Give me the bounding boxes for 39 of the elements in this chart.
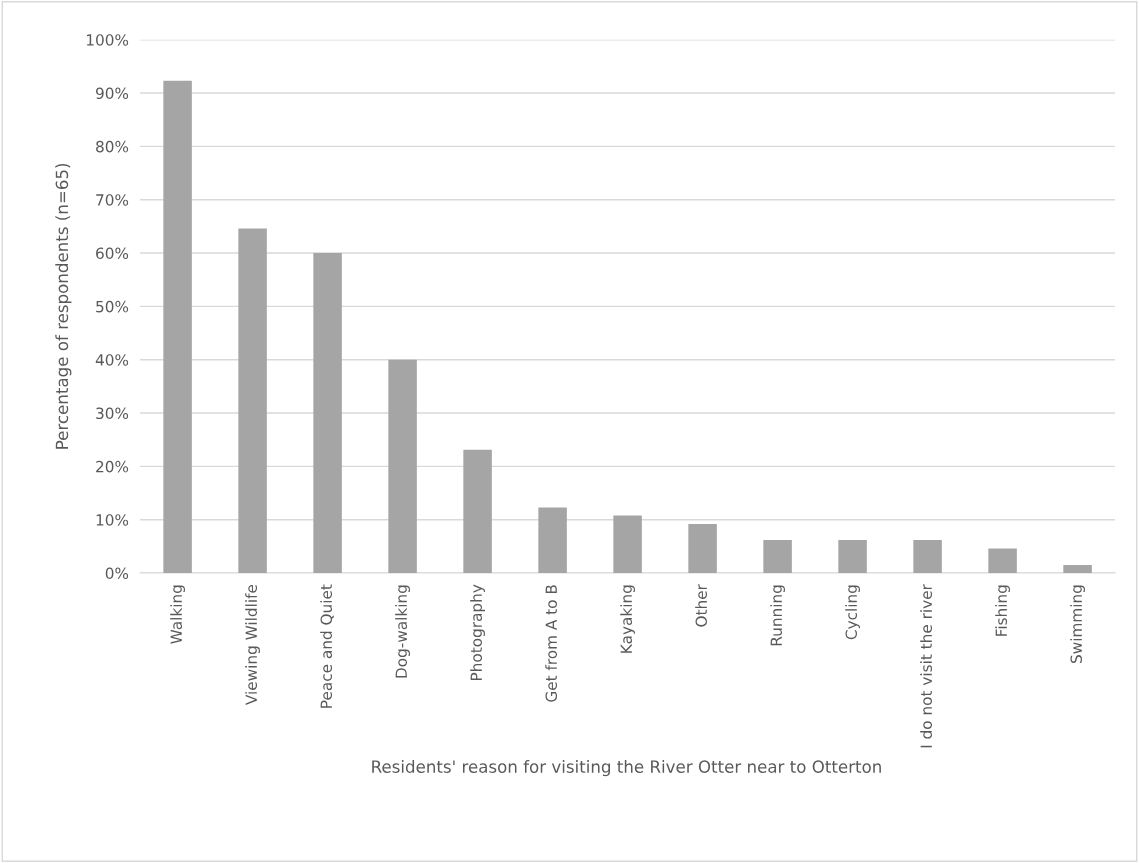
x-tick-label: Cycling <box>845 585 860 640</box>
bar <box>163 80 192 574</box>
y-tick-label: 30% <box>96 407 129 420</box>
y-tick-label: 80% <box>96 140 129 153</box>
x-tick-label: Get from A to B <box>545 585 558 702</box>
y-tick-label: 50% <box>96 300 129 313</box>
y-tick-label: 10% <box>96 514 129 526</box>
bar <box>238 228 267 574</box>
x-tick-label: Walking <box>170 585 185 644</box>
bar <box>313 253 342 574</box>
x-tick-label: Swimming <box>1070 585 1085 663</box>
x-tick-label: Photography <box>470 584 485 680</box>
x-tick-label: Dog-walking <box>395 585 410 678</box>
x-axis-title: Residents' reason for visiting the River Otter near to Otterton <box>372 760 881 777</box>
y-tick-label: 40% <box>95 354 129 366</box>
bar <box>988 548 1017 574</box>
x-tick-label: I do not visit the river <box>920 584 933 748</box>
x-tick-label: Running <box>770 585 785 646</box>
x-tick-label: Viewing Wildlife <box>245 584 260 705</box>
y-axis-title: Percentage of respondents (n=65) <box>55 163 72 449</box>
bar <box>688 523 717 574</box>
x-tick-label: Peace and Quiet <box>320 584 334 708</box>
bar <box>388 359 417 574</box>
x-tick-label: Other <box>695 584 708 627</box>
bar <box>613 515 642 574</box>
bar <box>538 507 567 574</box>
bar <box>463 449 492 574</box>
y-tick-label: 0% <box>105 567 129 580</box>
x-tick-label: Kayaking <box>620 585 635 653</box>
y-tick-label: 70% <box>96 194 129 206</box>
bar <box>1063 565 1092 574</box>
y-tick-label: 20% <box>96 460 129 473</box>
y-tick-label: 60% <box>96 247 129 260</box>
bar <box>763 539 792 574</box>
x-tick-label: Fishing <box>995 585 1010 636</box>
y-tick-label: 100% <box>86 34 129 46</box>
y-tick-label: 90% <box>95 87 129 100</box>
bar <box>838 539 867 574</box>
bar <box>913 539 942 574</box>
